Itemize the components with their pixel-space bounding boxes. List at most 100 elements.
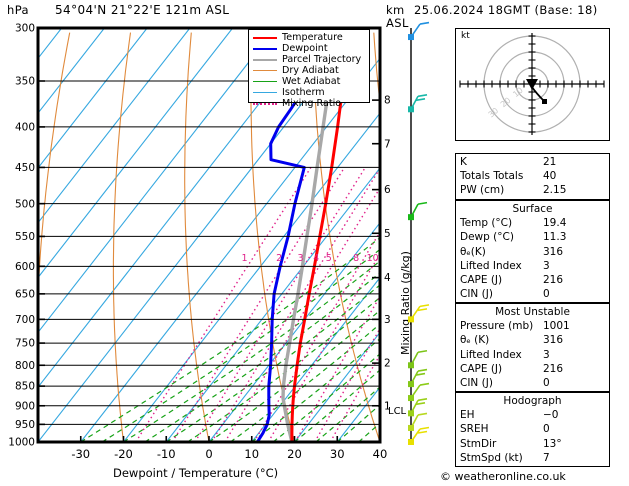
row-value: 2.15 <box>543 184 567 197</box>
table-row: CIN (J) 0 <box>456 376 609 390</box>
row-label: Temp (°C) <box>460 217 513 230</box>
table-row: Lifted Index 3 <box>456 259 609 273</box>
svg-text:700: 700 <box>15 314 35 326</box>
indices-table: K 21 Totals Totals 40 PW (cm) 2.15 <box>455 153 610 200</box>
hodograph-unit-label: kt <box>461 31 470 41</box>
legend-swatch <box>253 102 277 105</box>
row-value: 11.3 <box>543 231 567 244</box>
svg-text:2: 2 <box>384 358 391 370</box>
legend-swatch <box>253 92 277 93</box>
svg-text:500: 500 <box>15 198 35 210</box>
row-value: 3 <box>543 259 550 272</box>
svg-text:7: 7 <box>384 138 391 150</box>
row-label: Pressure (mb) <box>460 320 534 333</box>
legend-item-dewpoint: Dewpoint <box>249 43 369 54</box>
legend-swatch <box>253 47 277 50</box>
row-value: 0 <box>543 423 550 436</box>
row-value: 1001 <box>543 320 570 333</box>
svg-text:1000: 1000 <box>8 437 35 449</box>
row-value: 13° <box>543 437 562 450</box>
row-label: θₑ (K) <box>460 334 490 347</box>
legend-label: Dry Adiabat <box>282 65 339 76</box>
table-row: K 21 <box>456 155 609 169</box>
svg-text:550: 550 <box>15 231 35 243</box>
legend-label: Parcel Trajectory <box>282 54 362 65</box>
table-row: StmSpd (kt) 7 <box>456 451 609 465</box>
row-label: Lifted Index <box>460 259 522 272</box>
table-row: θₑ(K) 316 <box>456 245 609 259</box>
table-row: CAPE (J) 216 <box>456 273 609 287</box>
table-row: Dewp (°C) 11.3 <box>456 230 609 244</box>
table-row: θₑ (K) 316 <box>456 333 609 347</box>
table-row: CIN (J) 0 <box>456 287 609 301</box>
svg-text:650: 650 <box>15 288 35 300</box>
legend-label: Isotherm <box>282 87 325 98</box>
legend-swatch <box>253 81 277 82</box>
row-label: Totals Totals <box>460 170 524 183</box>
svg-text:850: 850 <box>15 381 35 393</box>
table-row: Lifted Index 3 <box>456 348 609 362</box>
svg-text:5: 5 <box>384 228 391 240</box>
table-row: Totals Totals 40 <box>456 169 609 183</box>
svg-text:350: 350 <box>15 76 35 88</box>
row-label: CAPE (J) <box>460 362 503 375</box>
svg-text:0: 0 <box>205 447 212 461</box>
legend-item-dry-adiabat: Dry Adiabat <box>249 65 369 76</box>
table-row: StmDir 13° <box>456 437 609 451</box>
row-label: K <box>460 156 467 168</box>
most-unstable-table-title: Most Unstable <box>495 306 570 318</box>
lcl-label: LCL <box>388 406 407 417</box>
legend-label: Wet Adiabat <box>282 76 341 87</box>
row-label: Lifted Index <box>460 348 522 361</box>
svg-text:950: 950 <box>15 419 35 431</box>
svg-text:450: 450 <box>15 162 35 174</box>
row-value: 316 <box>543 245 564 258</box>
copyright-credit: © weatheronline.co.uk <box>440 470 566 483</box>
table-row: PW (cm) 2.15 <box>456 183 609 197</box>
legend-item-isotherm: Isotherm <box>249 87 369 98</box>
svg-text:-10: -10 <box>157 447 176 461</box>
svg-text:800: 800 <box>15 360 35 372</box>
svg-text:750: 750 <box>15 338 35 350</box>
row-label: CIN (J) <box>460 377 493 390</box>
pressure-unit-label: hPa <box>7 3 29 17</box>
legend-item-wet-adiabat: Wet Adiabat <box>249 76 369 87</box>
hodograph-table-title: Hodograph <box>503 395 562 407</box>
row-label: CIN (J) <box>460 288 493 301</box>
legend-item-mixing-ratio: Mixing Ratio <box>249 98 369 109</box>
svg-text:30: 30 <box>330 447 345 461</box>
hodograph-table: Hodograph EH −0 SREH 0 StmDir 13° StmSpd… <box>455 392 610 467</box>
row-label: θₑ(K) <box>460 245 486 258</box>
row-value: 21 <box>543 156 557 168</box>
row-value: 316 <box>543 334 564 347</box>
svg-text:10: 10 <box>244 447 259 461</box>
svg-text:400: 400 <box>15 122 35 134</box>
legend-swatch <box>253 70 277 71</box>
row-value: 216 <box>543 362 564 375</box>
table-row: Pressure (mb) 1001 <box>456 319 609 333</box>
x-axis-title: Dewpoint / Temperature (°C) <box>113 466 279 480</box>
svg-text:6: 6 <box>384 184 391 196</box>
legend-label: Mixing Ratio <box>282 98 342 109</box>
row-value: 0 <box>543 377 550 390</box>
surface-table-title: Surface <box>512 203 553 215</box>
legend-swatch <box>253 36 277 39</box>
hodograph-plot: 10 20 30 <box>455 28 610 141</box>
table-row: SREH 0 <box>456 422 609 436</box>
wind-barb-column <box>408 21 430 445</box>
svg-text:-30: -30 <box>71 447 90 461</box>
legend-label: Temperature <box>282 32 343 43</box>
svg-text:900: 900 <box>15 400 35 412</box>
height-unit-label-line2: ASL <box>386 16 409 30</box>
row-label: StmSpd (kt) <box>460 451 523 464</box>
station-title: 54°04'N 21°22'E 121m ASL <box>55 3 230 17</box>
legend-item-temperature: Temperature <box>249 32 369 43</box>
legend-item-parcel-trajectory: Parcel Trajectory <box>249 54 369 65</box>
table-row: EH −0 <box>456 408 609 422</box>
svg-text:600: 600 <box>15 261 35 273</box>
svg-text:20: 20 <box>287 447 302 461</box>
legend: Temperature Dewpoint Parcel Trajectory D… <box>248 29 370 109</box>
most-unstable-table: Most Unstable Pressure (mb) 1001 θₑ (K) … <box>455 303 610 392</box>
table-row: Temp (°C) 19.4 <box>456 216 609 230</box>
row-value: 19.4 <box>543 217 567 230</box>
